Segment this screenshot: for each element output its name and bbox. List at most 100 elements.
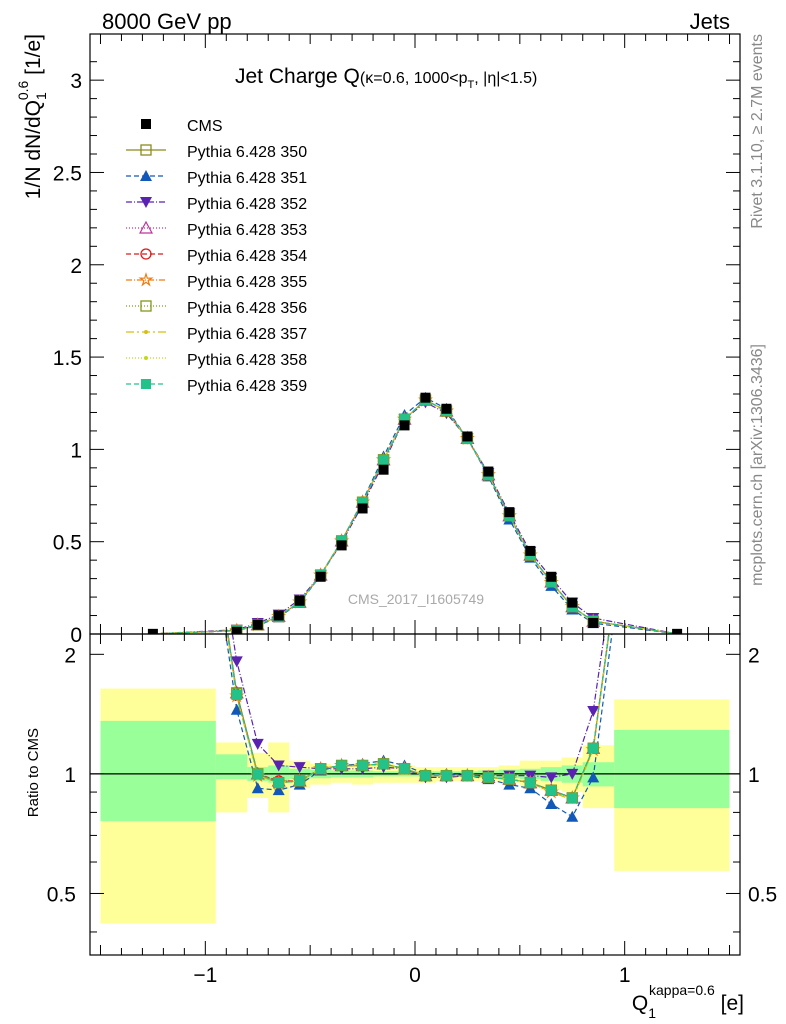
- cms-point-3: [273, 610, 284, 621]
- series-9-point-7: [357, 497, 368, 508]
- cms-point-4: [294, 595, 305, 606]
- legend-marker-5: [140, 248, 152, 260]
- cms-point-1: [231, 626, 242, 634]
- legend-marker-7: [140, 300, 152, 312]
- cms-point-8: [378, 464, 389, 475]
- legend-marker-2: [140, 170, 152, 181]
- series-1-ratio-point-17: [566, 810, 579, 822]
- series-2-ratio-point-3: [272, 760, 285, 772]
- chart-title-sub: (κ=0.6, 1000<p: [360, 70, 468, 87]
- chart-title-sub-end: , |η|<1.5): [474, 70, 537, 87]
- series-1-ratio-point-18: [587, 771, 600, 783]
- ratio-tick-right-2: 2: [748, 644, 760, 667]
- legend-label-1: Pythia 6.428 350: [187, 144, 307, 161]
- axis-ticks: 0 0.5 1 1.5 2 2.5 3 0.5 0.5 1 1 2 2 −1 0 1: [47, 34, 777, 987]
- series-9-ratio-point-10: [420, 770, 431, 781]
- legend-entry-4: Pythia 6.428 353: [126, 220, 307, 239]
- series-2-ratio-point-2: [251, 738, 264, 750]
- legend-entry-10: Pythia 6.428 359: [126, 378, 307, 395]
- analysis-watermark: CMS_2017_I1605749: [348, 591, 484, 607]
- cms-point-17: [567, 597, 578, 608]
- legend-label-4: Pythia 6.428 353: [187, 222, 307, 239]
- legend-entry-8: Pythia 6.428 357: [126, 326, 307, 343]
- cms-point-13: [483, 466, 494, 477]
- series-1-ratio-point-2: [251, 782, 264, 794]
- cms-point-19: [672, 628, 683, 634]
- legend-marker-0: [141, 119, 151, 129]
- ratio-axis-label: Ratio to CMS: [25, 728, 42, 817]
- cms-point-14: [504, 507, 515, 518]
- legend-entry-9: Pythia 6.428 358: [126, 352, 307, 369]
- x-tick-label-2: 1: [619, 964, 631, 987]
- cms-point-5: [315, 571, 326, 582]
- cms-point-7: [357, 503, 368, 514]
- legend-marker-3: [140, 197, 152, 208]
- legend-marker-1: [140, 144, 152, 156]
- ratio-tick-left-2: 2: [64, 644, 76, 667]
- uncertainty-bands: [100, 688, 730, 924]
- series-9-ratio-point-1: [231, 689, 242, 700]
- series-9-point-8: [378, 454, 389, 465]
- legend-entry-3: Pythia 6.428 352: [126, 196, 307, 213]
- series-1-ratio-point-1: [230, 703, 243, 715]
- band-green-0: [100, 720, 216, 822]
- ratio-panel: [89, 633, 741, 956]
- series-9-ratio-point-5: [315, 763, 326, 774]
- series-9-ratio-point-17: [567, 792, 578, 803]
- x-tick-label-0: −1: [193, 964, 217, 987]
- legend-entry-5: Pythia 6.428 354: [126, 248, 307, 265]
- series-9-ratio-point-7: [357, 760, 368, 771]
- cms-data: [147, 392, 683, 634]
- ratio-tick-left-0: 0.5: [47, 883, 76, 906]
- series-9-ratio-point-14: [504, 774, 515, 785]
- legend-label-5: Pythia 6.428 354: [187, 248, 307, 265]
- legend-entry-7: Pythia 6.428 356: [126, 300, 307, 317]
- ratio-tick-left-1: 1: [64, 764, 76, 787]
- chart-title-main: Jet Charge Q: [235, 65, 360, 88]
- series-9-ratio-point-16: [546, 785, 557, 796]
- series-9-point-9: [399, 414, 410, 425]
- legend-label-3: Pythia 6.428 352: [187, 196, 307, 213]
- energy-label: 8000 GeV pp: [102, 9, 232, 34]
- series-ratio-line-2: [231, 634, 606, 778]
- y-axis-label: 1/N dN/dQ10.6 [1/e]: [15, 34, 49, 199]
- series-2-ratio-point-16: [545, 772, 558, 784]
- cms-point-2: [252, 619, 263, 630]
- series-9-ratio-point-6: [336, 760, 347, 771]
- cms-point-10: [420, 392, 431, 403]
- chart-title: Jet Charge Q(κ=0.6, 1000<pT, |η|<1.5): [235, 65, 537, 91]
- legend-label-9: Pythia 6.428 358: [187, 352, 307, 369]
- band-green-19: [614, 729, 730, 809]
- legend-label-6: Pythia 6.428 355: [187, 274, 307, 291]
- x-tick-label-1: 0: [409, 964, 421, 987]
- ratio-tick-right-1: 1: [748, 764, 760, 787]
- legend-marker-10: [141, 379, 151, 389]
- series-9-ratio-point-9: [399, 763, 410, 774]
- series-2-ratio-point-18: [587, 705, 600, 717]
- y-tick-label-2: 1: [70, 439, 82, 462]
- series-2-ratio-point-4: [293, 762, 306, 774]
- series-9-ratio-point-13: [483, 772, 494, 783]
- series-ratio-9: [227, 634, 610, 803]
- legend-label-10: Pythia 6.428 359: [187, 378, 307, 395]
- cms-point-12: [462, 431, 473, 442]
- y-tick-label-1: 0.5: [53, 532, 82, 555]
- legend-label-7: Pythia 6.428 356: [187, 300, 307, 317]
- band-green-1: [215, 754, 248, 780]
- y-tick-label-4: 2: [70, 255, 82, 278]
- series-9-ratio-point-3: [273, 777, 284, 788]
- series-9-ratio-point-8: [378, 758, 389, 769]
- series-1-ratio-point-16: [545, 797, 558, 809]
- series-2-ratio-point-1: [230, 656, 243, 668]
- y-tick-label-6: 3: [70, 70, 82, 93]
- series-9-point-16: [546, 576, 557, 587]
- legend-entry-0: CMS: [141, 118, 223, 135]
- cms-point-16: [546, 571, 557, 582]
- series-9-ratio-point-11: [441, 770, 452, 781]
- y-tick-label-5: 2.5: [53, 162, 82, 185]
- ratio-tick-right-0: 0.5: [748, 883, 777, 906]
- series-1-ratio-point-3: [272, 784, 285, 796]
- cms-point-18: [588, 617, 599, 628]
- legend-marker-9: [144, 356, 148, 360]
